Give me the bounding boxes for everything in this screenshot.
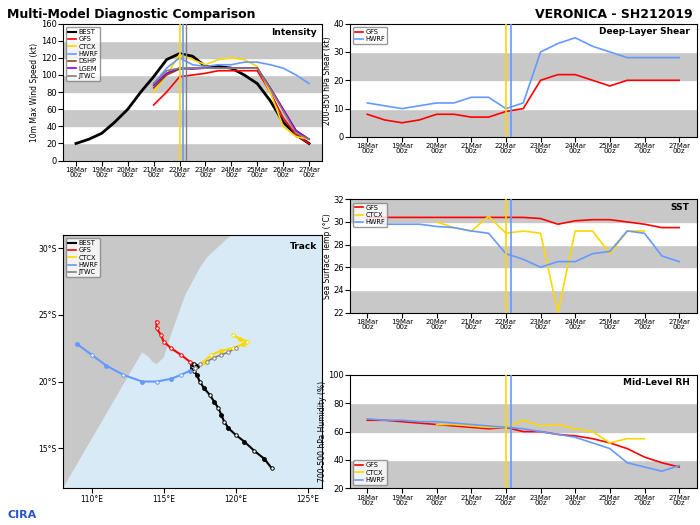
Bar [350, 222, 696, 245]
Bar [63, 24, 322, 41]
Bar [63, 41, 322, 58]
Y-axis label: 200-850 hPa Shear (kt): 200-850 hPa Shear (kt) [323, 36, 332, 124]
Legend: GFS, HWRF: GFS, HWRF [354, 27, 387, 44]
Polygon shape [63, 182, 322, 488]
Bar [350, 460, 696, 488]
Bar [63, 127, 322, 143]
Bar [63, 75, 322, 92]
Bar [350, 290, 696, 312]
Legend: BEST, GFS, CTCX, HWRF, JTWC: BEST, GFS, CTCX, HWRF, JTWC [66, 238, 100, 278]
Y-axis label: 10m Max Wind Speed (kt): 10m Max Wind Speed (kt) [31, 43, 39, 142]
Legend: BEST, GFS, CTCX, HWRF, DSHP, LGEM, JTWC: BEST, GFS, CTCX, HWRF, DSHP, LGEM, JTWC [66, 27, 100, 81]
Bar [350, 52, 696, 80]
Text: Track: Track [290, 243, 317, 251]
Bar [350, 24, 696, 52]
Legend: GFS, CTCX, HWRF: GFS, CTCX, HWRF [354, 203, 387, 227]
Bar [63, 92, 322, 109]
Bar [350, 267, 696, 290]
Text: CIRA: CIRA [7, 510, 36, 520]
Bar [63, 143, 322, 161]
Text: SST: SST [671, 203, 690, 212]
Y-axis label: 700-500 hPa Humidity (%): 700-500 hPa Humidity (%) [318, 381, 327, 482]
Bar [350, 375, 696, 403]
Text: Deep-Layer Shear: Deep-Layer Shear [598, 27, 690, 36]
Bar [350, 80, 696, 109]
Y-axis label: Sea Surface Temp (°C): Sea Surface Temp (°C) [323, 213, 332, 299]
Bar [350, 200, 696, 222]
Bar [350, 109, 696, 137]
Text: VERONICA - SH212019: VERONICA - SH212019 [536, 8, 693, 21]
Bar [350, 403, 696, 432]
Bar [350, 245, 696, 267]
Bar [63, 58, 322, 75]
Bar [350, 432, 696, 460]
Legend: GFS, CTCX, HWRF: GFS, CTCX, HWRF [354, 460, 387, 485]
Bar [63, 109, 322, 127]
Text: Intensity: Intensity [271, 28, 317, 37]
Text: Mid-Level RH: Mid-Level RH [623, 379, 690, 387]
Text: Multi-Model Diagnostic Comparison: Multi-Model Diagnostic Comparison [7, 8, 256, 21]
